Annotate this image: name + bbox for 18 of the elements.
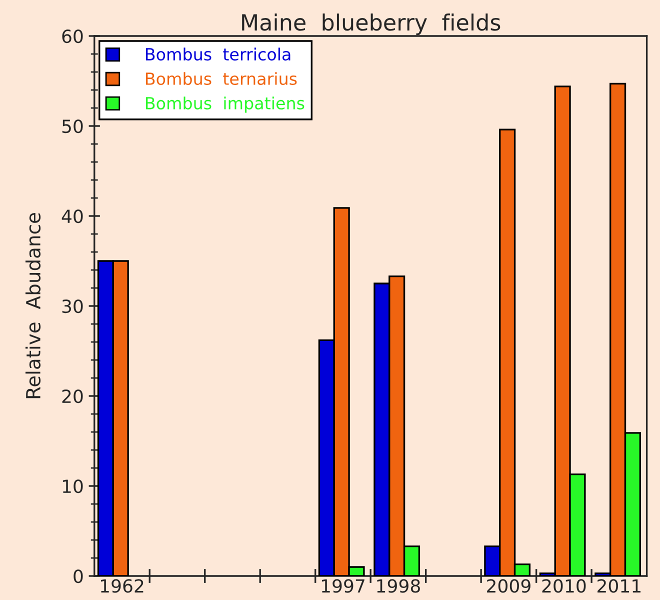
x-tick-label: 2011 [598,579,640,593]
y-tick-label: 30 [62,299,83,314]
y-tick-label: 10 [62,479,83,494]
x-tick-label: 1997 [322,579,364,593]
x-tick-label: 1998 [377,579,420,593]
legend-label: Bombus terricola [146,48,290,61]
y-tick-label: 20 [62,389,83,404]
y-tick-label: 0 [74,569,83,584]
x-tick-label: 2009 [487,579,530,593]
y-axis-title: Relative Abudance [26,213,41,398]
x-tick-label: 2010 [542,579,586,593]
x-tick-label: 1962 [101,579,144,593]
y-tick-label: 60 [62,29,83,44]
y-tick-label: 50 [62,119,83,134]
y-tick-label: 40 [62,209,83,224]
legend-label: Bombus ternarius [146,72,297,86]
chart-title: Maine blueberry fields [242,14,500,36]
legend-label: Bombus impatiens [146,96,304,113]
